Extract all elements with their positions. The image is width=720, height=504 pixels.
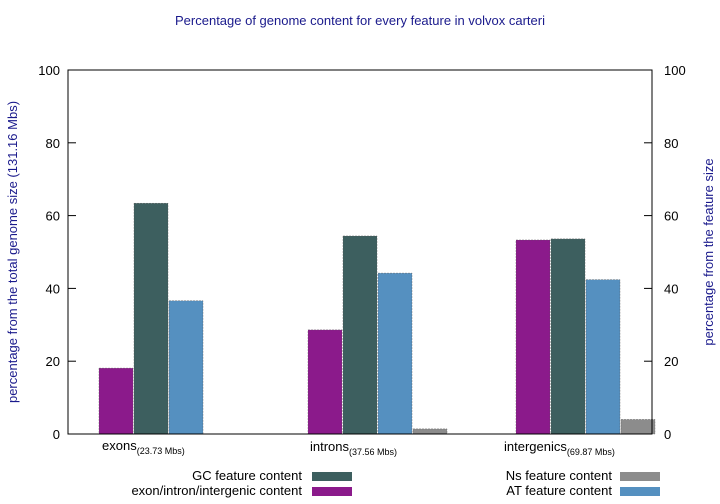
y-axis-label-right: percentage from the feature size — [701, 158, 716, 345]
y-tick-label-right-5: 100 — [664, 63, 686, 78]
y-tick-label-right-3: 60 — [664, 209, 678, 224]
bar-3-2 — [620, 419, 656, 435]
category-size-2: (69.87 Mbs) — [567, 447, 615, 457]
category-label-1: introns(37.56 Mbs) — [310, 439, 397, 457]
bar-2-0 — [168, 300, 204, 435]
y-tick-label-left-2: 40 — [46, 281, 60, 296]
bar-1-2 — [550, 238, 586, 435]
bar-0-2 — [515, 239, 551, 435]
legend-label-2: Ns feature content — [506, 468, 613, 483]
bars-group — [98, 203, 656, 435]
bar-3-1 — [412, 428, 448, 435]
category-size-0: (23.73 Mbs) — [137, 446, 185, 456]
category-label-2: intergenics(69.87 Mbs) — [504, 439, 615, 457]
y-axis-label-left: percentage from the total genome size (1… — [5, 101, 20, 403]
legend-swatch-0 — [312, 472, 352, 481]
y-tick-label-right-2: 40 — [664, 281, 678, 296]
category-label-0: exons(23.73 Mbs) — [102, 438, 185, 456]
y-tick-label-right-4: 80 — [664, 136, 678, 151]
y-tick-label-left-3: 60 — [46, 209, 60, 224]
chart-title: Percentage of genome content for every f… — [175, 13, 545, 28]
legend-swatch-3 — [620, 487, 660, 496]
legend-label-1: exon/intron/intergenic content — [131, 483, 302, 498]
bar-0-0 — [98, 367, 134, 435]
legend-label-0: GC feature content — [192, 468, 302, 483]
bar-1-0 — [133, 203, 169, 435]
bar-2-2 — [585, 279, 621, 435]
y-tick-label-left-0: 0 — [53, 427, 60, 442]
category-labels: exons(23.73 Mbs) introns(37.56 Mbs) interg… — [102, 438, 615, 457]
y-tick-label-left-1: 20 — [46, 354, 60, 369]
bar-0-1 — [307, 329, 343, 435]
legend-swatch-1 — [312, 487, 352, 496]
bar-2-1 — [377, 272, 413, 435]
bar-1-1 — [342, 235, 378, 435]
ticks-group: 0 0 20 20 40 40 60 60 80 80 100 100 — [38, 63, 685, 442]
legend-swatch-2 — [620, 472, 660, 481]
category-size-1: (37.56 Mbs) — [349, 447, 397, 457]
y-tick-label-left-5: 100 — [38, 63, 60, 78]
y-tick-label-right-1: 20 — [664, 354, 678, 369]
plot-frame — [67, 69, 653, 435]
y-tick-label-left-4: 80 — [46, 136, 60, 151]
legend-label-3: AT feature content — [506, 483, 612, 498]
y-tick-label-right-0: 0 — [664, 427, 671, 442]
legend: GC feature contentexon/intron/intergenic… — [131, 468, 660, 498]
